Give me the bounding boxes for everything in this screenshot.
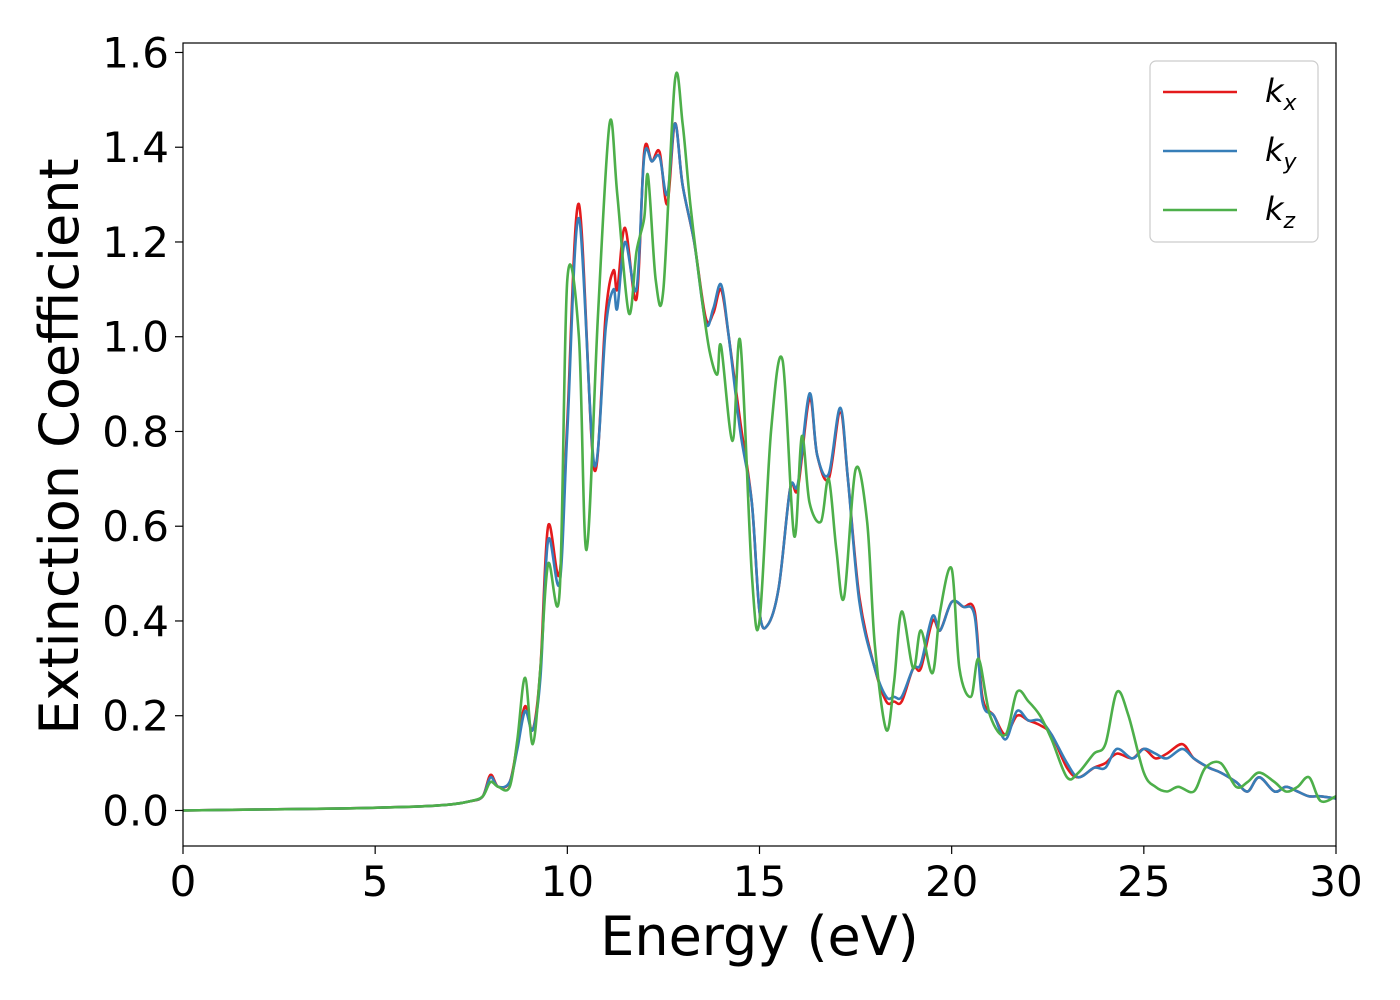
y-tick-label: 1.2 bbox=[102, 218, 169, 267]
y-tick-label: 1.0 bbox=[102, 313, 169, 362]
legend-label-y: ky bbox=[1265, 131, 1298, 175]
y-tick-label: 0.0 bbox=[102, 786, 169, 835]
y-tick-label: 1.4 bbox=[102, 123, 169, 172]
x-tick-label: 15 bbox=[733, 857, 786, 906]
legend: kx ky kz bbox=[1149, 60, 1319, 243]
y-tick-label: 1.6 bbox=[102, 28, 169, 77]
series-line-z bbox=[183, 71, 1336, 812]
y-tick-label: 0.4 bbox=[102, 597, 169, 646]
x-tick-label: 30 bbox=[1309, 857, 1362, 906]
y-tick-label: 0.6 bbox=[102, 502, 169, 551]
x-tick-label: 10 bbox=[541, 857, 594, 906]
x-tick-label: 20 bbox=[925, 857, 978, 906]
series-layer bbox=[183, 71, 1336, 812]
x-tick-label: 5 bbox=[362, 857, 389, 906]
x-axis-label: Energy (eV) bbox=[600, 905, 919, 968]
legend-label-z: kz bbox=[1265, 190, 1296, 234]
y-tick-label: 0.2 bbox=[102, 692, 169, 741]
x-tick-label: 25 bbox=[1117, 857, 1170, 906]
y-ticks: 0.0 0.2 0.4 0.6 0.8 1.0 1.2 1.4 1.6 bbox=[102, 28, 183, 835]
x-ticks: 0 5 10 15 20 25 30 bbox=[170, 846, 1363, 906]
y-tick-label: 0.8 bbox=[102, 407, 169, 456]
x-tick-label: 0 bbox=[170, 857, 197, 906]
y-axis-label: Extinction Coefficient bbox=[28, 158, 91, 734]
legend-label-x: kx bbox=[1265, 72, 1298, 116]
